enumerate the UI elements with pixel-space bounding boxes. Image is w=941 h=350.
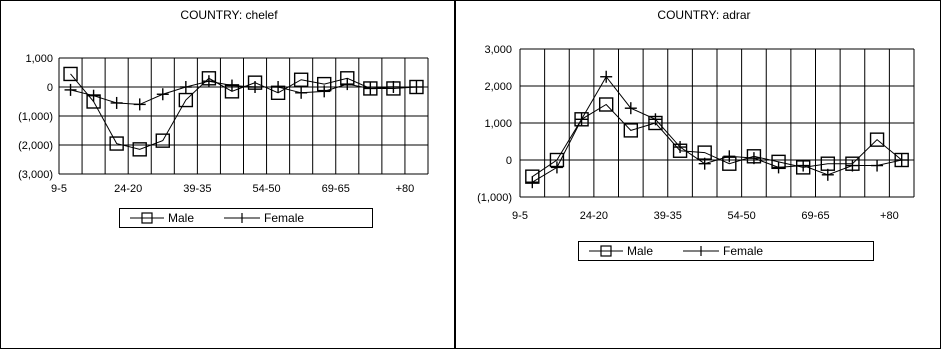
data-point-male [869,132,885,147]
data-point-female [179,81,192,93]
data-point-female [364,82,377,95]
data-point-female [156,88,169,101]
series-line-female [532,75,902,183]
data-point-female [225,79,238,92]
x-tick-label: 54-50 [252,183,280,195]
data-point-female [110,96,123,109]
chart-title: COUNTRY: chelef [180,8,278,22]
x-tick-label: 9-5 [512,210,528,222]
data-point-female [249,81,262,93]
chart-chelef: COUNTRY: chelef 1,000 0 (1,000) (2,000) (3,00… [18,8,429,195]
data-point-female [295,86,308,99]
data-point-female [871,159,884,172]
y-tick-label: (1,000) [477,192,512,204]
data-point-female [674,141,687,154]
y-tick-label: 2,000 [484,81,512,93]
data-point-male [574,112,589,127]
data-point-male [894,152,909,168]
data-point-male [109,136,124,151]
legend-label-male: Male [168,211,195,225]
x-tick-label: 9-5 [51,183,67,195]
data-point-female [87,89,100,102]
data-point-female [550,161,563,174]
data-point-male [598,97,614,112]
data-point-female [272,81,285,93]
x-tick-label: 54-50 [728,210,756,222]
data-point-female [895,154,908,166]
legend-female-symbol [224,213,261,223]
series-line-female [70,80,417,105]
data-point-female [202,75,215,88]
legend-label-female: Female [723,244,764,258]
chart-panel-adrar: COUNTRY: adrar 3,000 2,000 1,000 0 (1,000) 9-5… [455,0,941,349]
data-point-male [623,123,639,138]
y-tick-label: (3,000) [18,169,53,181]
data-point-female [797,159,810,172]
legend-male-symbol [589,245,623,257]
x-tick-label: 69-65 [801,210,829,222]
data-point-male [155,133,170,148]
data-point-female [600,70,613,83]
data-point-female [64,83,77,96]
data-point-female [387,81,400,93]
legend-entry-female: Female [683,244,783,258]
y-tick-label: 0 [506,155,512,167]
data-point-female [772,161,785,174]
legend-adrar: Male Female [578,241,874,261]
data-point-male [178,92,194,108]
chart-adrar: COUNTRY: adrar 3,000 2,000 1,000 0 (1,000)9-5… [477,8,915,222]
chart-panel-chelef: COUNTRY: chelef 1,000 0 (1,000) (2,000) (3,00… [0,0,455,349]
data-point-female [723,150,736,163]
y-tick-label: 0 [47,82,53,94]
y-tick-label: 1,000 [25,53,53,65]
data-point-male [293,72,309,87]
legend-label-male: Male [627,244,654,258]
data-point-female [526,176,539,189]
y-tick-label: 1,000 [484,118,512,130]
data-point-female [341,78,354,91]
x-tick-label: 69-65 [322,183,350,195]
series-line-male [532,103,903,178]
data-point-male [820,156,836,171]
data-point-male [697,145,712,160]
legend-female-symbol [683,246,720,256]
chart-title: COUNTRY: adrar [657,8,750,22]
x-tick-label: +80 [880,210,899,222]
x-tick-label: +80 [396,183,415,195]
x-tick-label: 39-35 [183,183,211,195]
legend-entry-male: Male [130,211,214,225]
y-tick-label: 3,000 [484,44,512,56]
series-line-male [70,73,417,150]
data-point-female [624,102,637,115]
data-point-female [410,81,423,93]
data-point-male [63,66,78,82]
legend-chelef: Male Female [119,208,373,228]
y-tick-label: (1,000) [18,111,53,123]
data-point-female [821,168,834,181]
data-point-female [846,159,859,172]
x-tick-label: 24-20 [114,183,142,195]
x-tick-label: 39-35 [654,210,682,222]
legend-male-symbol [130,212,164,224]
data-point-female [575,113,588,126]
data-point-female [747,152,760,165]
y-tick-label: (2,000) [18,140,53,152]
data-point-female [649,113,662,126]
legend-entry-male: Male [589,244,673,258]
x-tick-label: 24-20 [580,210,608,222]
legend-entry-female: Female [224,211,324,225]
data-point-female [133,98,146,111]
legend-label-female: Female [264,211,305,225]
data-point-female [318,85,331,98]
data-point-female [698,157,711,170]
data-point-male [132,142,147,157]
